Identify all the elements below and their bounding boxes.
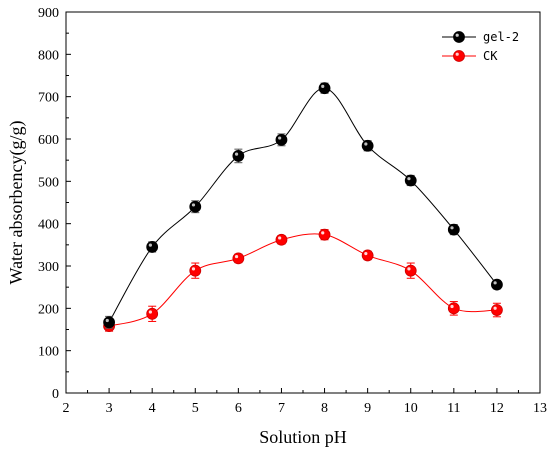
data-point-gel-2: [447, 223, 460, 236]
data-point-gel-2: [361, 139, 374, 152]
data-point-highlight: [450, 304, 454, 309]
legend-label: gel-2: [483, 30, 519, 44]
y-tick-label: 900: [38, 6, 59, 21]
legend-item-gel-2: gel-2: [442, 30, 519, 44]
data-point-highlight: [493, 306, 497, 310]
y-axis-title: Water absorbency(g/g): [6, 121, 27, 285]
y-tick-label: 600: [38, 133, 59, 148]
data-point-highlight: [407, 177, 411, 181]
y-tick-label: 100: [38, 345, 59, 360]
y-tick-label: 300: [38, 260, 59, 275]
x-tick-label: 11: [447, 401, 460, 416]
data-point-highlight: [105, 318, 109, 323]
data-point-highlight: [364, 252, 368, 256]
x-tick-label: 2: [63, 401, 70, 416]
series-line-gel-2: [108, 87, 498, 323]
data-point-gel-2: [275, 133, 288, 146]
plot-border: [65, 11, 541, 394]
legend-marker-highlight: [455, 52, 459, 56]
data-point-ck: [275, 233, 288, 246]
data-point-ck: [318, 228, 331, 241]
x-tick-label: 8: [321, 401, 328, 416]
legend-marker: [453, 31, 465, 43]
data-point-highlight: [364, 142, 368, 146]
y-tick-label: 400: [38, 218, 59, 233]
data-point-ck: [404, 264, 417, 277]
data-point-gel-2: [103, 316, 115, 329]
data-point-gel-2: [318, 82, 331, 95]
y-tick-label: 500: [38, 175, 59, 190]
data-point-gel-2: [491, 278, 503, 291]
legend-marker-highlight: [455, 33, 459, 37]
data-point-gel-2: [232, 150, 245, 162]
y-axis: 0 100 200 300 400 500 600 700 800 900: [38, 6, 71, 402]
data-point-highlight: [450, 226, 454, 230]
x-tick-label: 4: [149, 401, 156, 416]
series-line-ck: [108, 233, 497, 327]
x-tick-label: 6: [235, 401, 242, 416]
data-point-highlight: [493, 281, 497, 285]
data-point-highlight: [191, 203, 196, 207]
legend-marker: [453, 50, 465, 62]
x-tick-label: 9: [364, 401, 371, 416]
data-point-ck: [146, 307, 159, 320]
data-point-highlight: [278, 136, 282, 140]
x-tick-label: 12: [490, 401, 504, 416]
data-point-highlight: [148, 243, 152, 247]
x-tick-label: 3: [106, 401, 113, 416]
y-tick-label: 700: [38, 91, 59, 106]
series-gel-2: [103, 82, 503, 329]
data-point-gel-2: [404, 174, 417, 187]
data-point-ck: [189, 264, 202, 277]
y-tick-label: 800: [38, 48, 59, 63]
data-point-highlight: [234, 152, 239, 156]
series-ck: [103, 228, 503, 333]
data-point-highlight: [321, 84, 325, 88]
data-point-ck: [232, 252, 245, 265]
series-layer: [103, 82, 503, 333]
x-tick-label: 5: [192, 401, 199, 416]
data-point-gel-2: [189, 200, 202, 213]
data-point-ck: [361, 249, 374, 262]
y-tick-label: 200: [38, 302, 59, 317]
data-point-highlight: [407, 267, 411, 271]
x-tick-label: 10: [404, 401, 418, 416]
data-point-highlight: [321, 231, 325, 235]
plot-frame: [65, 11, 541, 394]
x-tick-label: 13: [533, 401, 547, 416]
legend: gel-2 CK: [442, 30, 519, 63]
data-point-ck: [491, 304, 503, 316]
data-point-highlight: [191, 267, 196, 271]
data-point-highlight: [234, 254, 239, 259]
x-tick-label: 7: [278, 401, 285, 416]
data-point-gel-2: [146, 241, 159, 253]
legend-label: CK: [483, 49, 498, 63]
x-axis-title: Solution pH: [259, 427, 347, 447]
data-point-highlight: [148, 310, 152, 314]
data-point-highlight: [278, 236, 282, 240]
y-tick-label: 0: [52, 387, 59, 402]
x-axis: 2 3 4 5 6 7 8 9 10 11 12 13: [63, 388, 547, 416]
data-point-ck: [447, 302, 460, 315]
legend-item-ck: CK: [442, 49, 498, 63]
